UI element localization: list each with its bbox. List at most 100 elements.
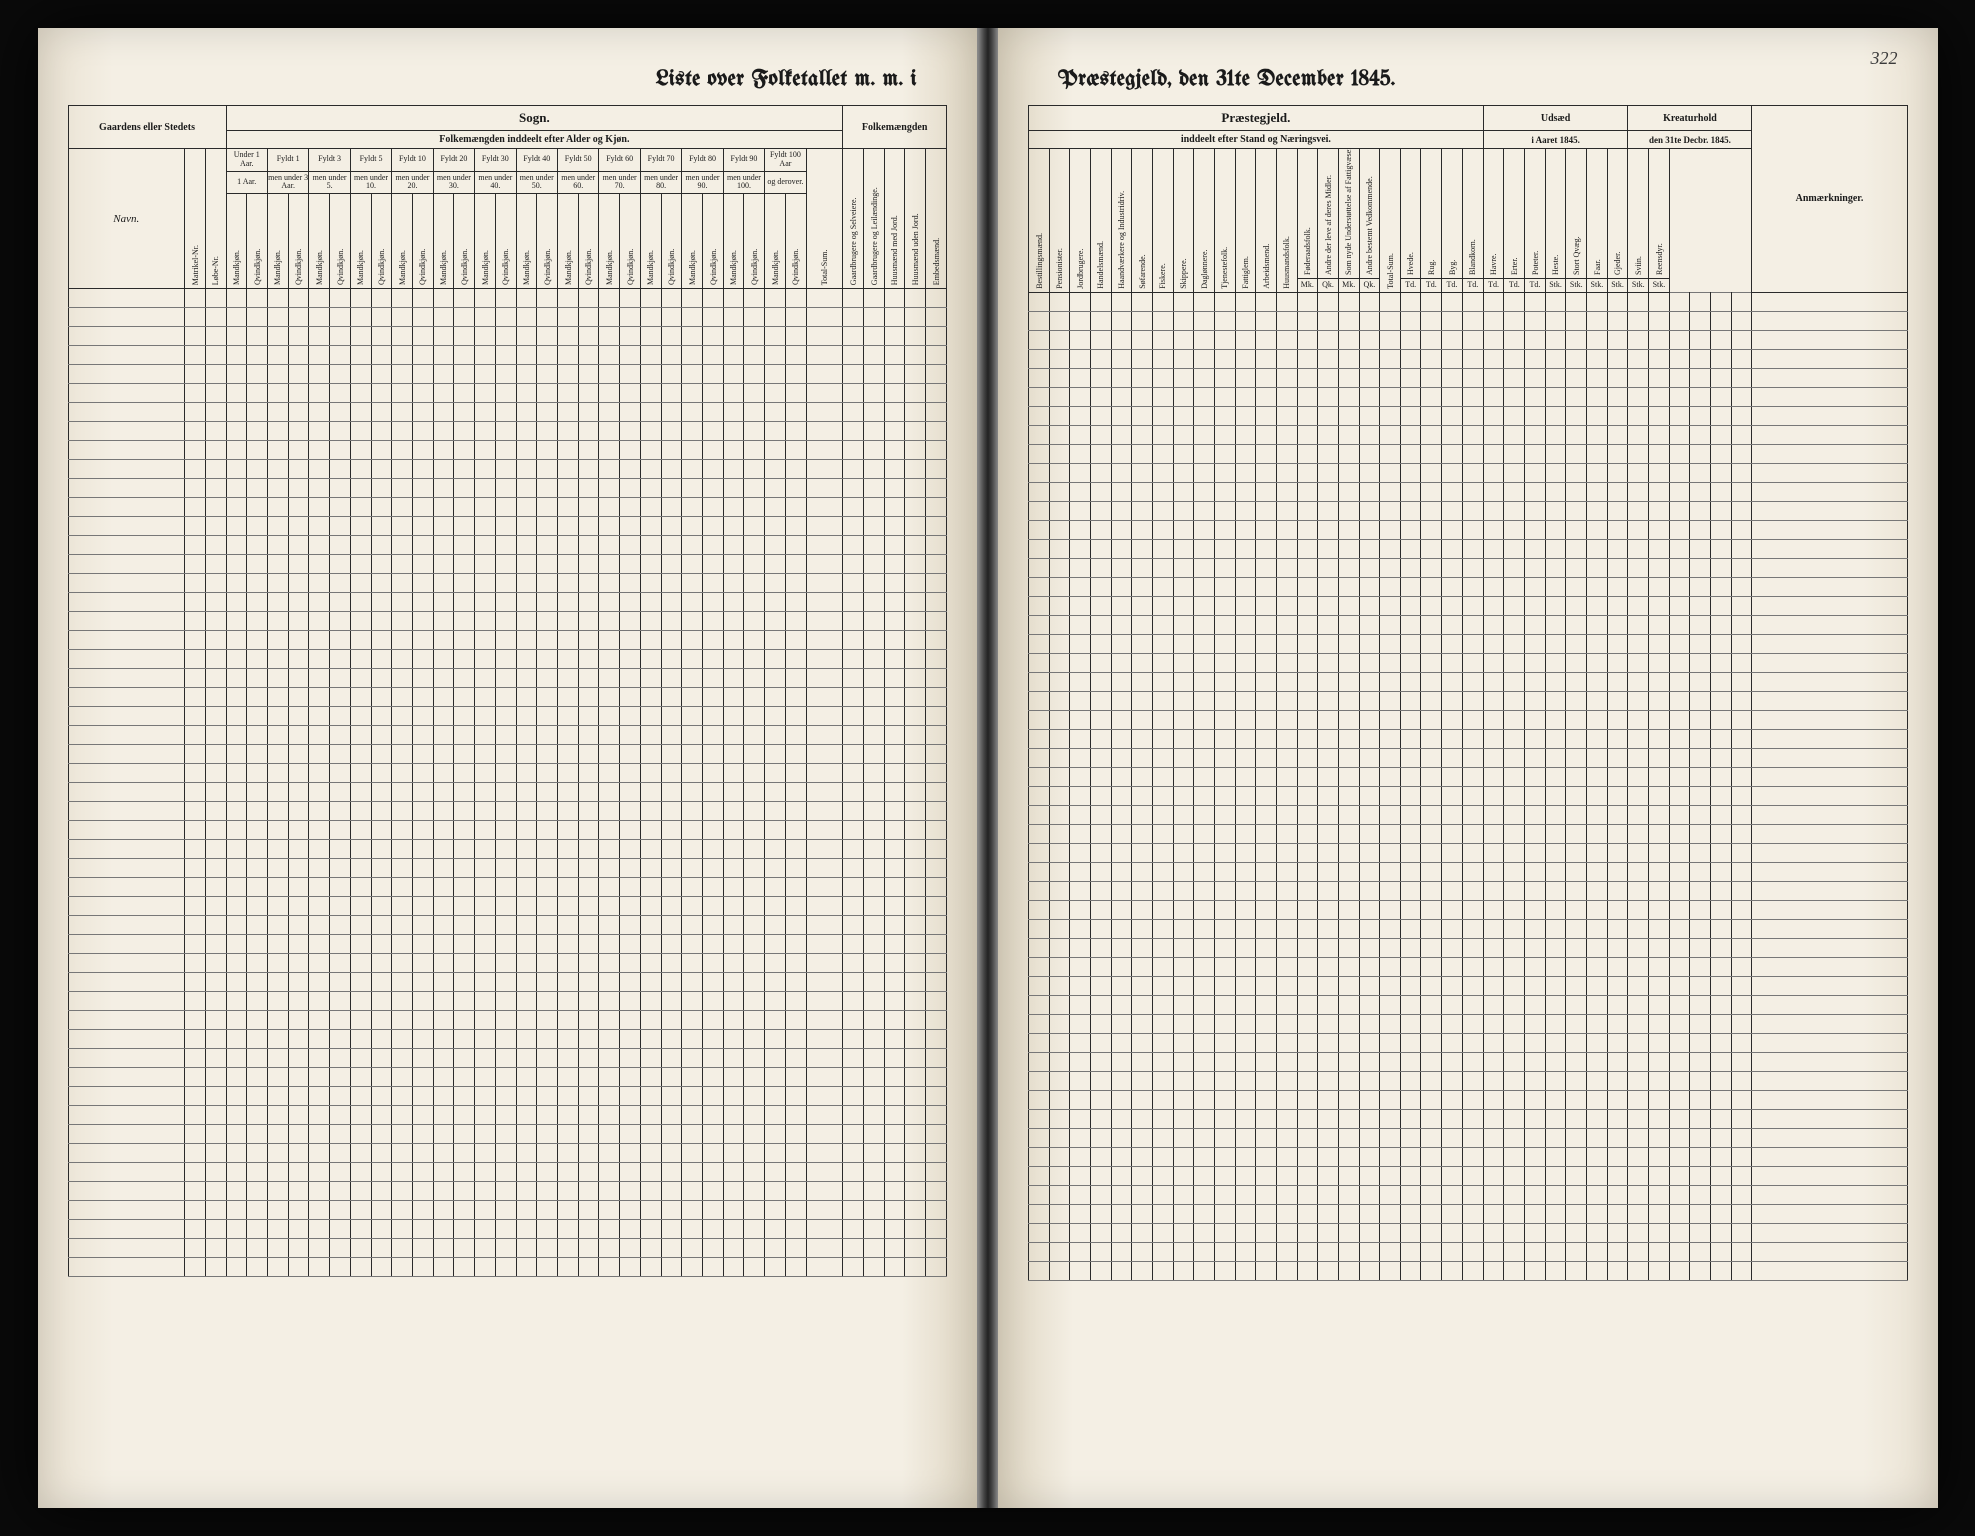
table-row xyxy=(68,593,947,612)
table-row xyxy=(1029,729,1908,748)
page-number: 322 xyxy=(1871,48,1898,69)
sex-m-5: Mandkjøn. xyxy=(433,194,454,289)
table-row xyxy=(68,726,947,745)
table-row xyxy=(68,745,947,764)
table-row xyxy=(1029,1090,1908,1109)
table-row xyxy=(1029,1033,1908,1052)
hdr-lobenr: Løbe-Nr. xyxy=(205,149,226,289)
table-row xyxy=(68,707,947,726)
status-col-3: Huusmænd uden Jord. xyxy=(905,149,926,289)
occ-col-16: Andre bestemt Vedkommende. xyxy=(1359,149,1380,279)
table-row xyxy=(68,612,947,631)
kreatur-col-0: Heste. xyxy=(1545,149,1566,279)
title-left: Liste over Folketallet m. m. i xyxy=(68,68,948,91)
status-col-1: Gaardbrugere og Leilændinge. xyxy=(864,149,885,289)
table-row xyxy=(1029,1223,1908,1242)
table-row xyxy=(68,973,947,992)
table-row xyxy=(68,1220,947,1239)
table-row xyxy=(68,308,947,327)
occ-col-8: Daglønnere. xyxy=(1194,149,1215,293)
sex-k-7: Qvindkjøn. xyxy=(537,194,558,289)
age-group-10: Fyldt 70 xyxy=(640,149,681,172)
sex-m-11: Mandkjøn. xyxy=(682,194,703,289)
hdr-totalsum: Total-Sum. xyxy=(806,149,843,289)
table-row xyxy=(68,517,947,536)
table-row xyxy=(68,1049,947,1068)
age-group-12: Fyldt 90 xyxy=(723,149,764,172)
udsaed-col-2: Byg. xyxy=(1442,149,1463,279)
table-row xyxy=(68,1144,947,1163)
table-row xyxy=(1029,292,1908,311)
occ-col-15: Som nyde Understøttelse af Fattigvæsenet… xyxy=(1338,149,1359,279)
sex-k-4: Qvindkjøn. xyxy=(412,194,433,289)
sex-k-0: Qvindkjøn. xyxy=(247,194,268,289)
occ-col-2: Jordbrugere. xyxy=(1070,149,1091,293)
table-row xyxy=(68,1258,947,1277)
table-row xyxy=(68,916,947,935)
table-row xyxy=(1029,919,1908,938)
table-row xyxy=(68,289,947,308)
sex-m-10: Mandkjøn. xyxy=(640,194,661,289)
status-col-0: Gaardbrugere og Selveiere. xyxy=(843,149,864,289)
table-row xyxy=(68,365,947,384)
sex-k-1: Qvindkjøn. xyxy=(288,194,309,289)
table-row xyxy=(1029,1052,1908,1071)
right-thead: Præstegjeld. Udsæd Kreaturhold Anmærknin… xyxy=(1029,106,1908,293)
age-group-9: Fyldt 60 xyxy=(599,149,640,172)
hdr-udsaed-sub: i Aaret 1845. xyxy=(1483,131,1628,149)
age-group-8: Fyldt 50 xyxy=(558,149,599,172)
table-row xyxy=(68,422,947,441)
table-row xyxy=(1029,1242,1908,1261)
table-row xyxy=(1029,501,1908,520)
hdr-gaardens: Gaardens eller Stedets xyxy=(68,106,226,149)
table-row xyxy=(68,346,947,365)
table-row xyxy=(1029,672,1908,691)
age-range-6: men under 40. xyxy=(475,171,516,194)
sex-m-12: Mandkjøn. xyxy=(723,194,744,289)
table-row xyxy=(1029,406,1908,425)
sex-k-2: Qvindkjøn. xyxy=(330,194,351,289)
table-row xyxy=(68,403,947,422)
table-row xyxy=(68,327,947,346)
table-row xyxy=(1029,368,1908,387)
table-row xyxy=(1029,1014,1908,1033)
hdr-matr: Matrikel-Nr. xyxy=(185,149,206,289)
table-row xyxy=(1029,349,1908,368)
table-row xyxy=(1029,634,1908,653)
left-page: Liste over Folketallet m. m. i Gaardens … xyxy=(38,28,979,1508)
hdr-sogn: Sogn. xyxy=(226,106,843,131)
occ-col-17: Total-Sum. xyxy=(1380,149,1401,293)
table-row xyxy=(68,802,947,821)
udsaed-col-6: Poteter. xyxy=(1525,149,1546,279)
table-row xyxy=(68,1182,947,1201)
table-row xyxy=(68,441,947,460)
table-row xyxy=(68,878,947,897)
left-table: Gaardens eller Stedets Sogn. Folkemængde… xyxy=(68,105,948,1277)
table-row xyxy=(1029,786,1908,805)
kreatur-col-4: Sviin. xyxy=(1628,149,1649,279)
hdr-folkem: Folkemængden xyxy=(843,106,947,149)
sex-m-1: Mandkjøn. xyxy=(267,194,288,289)
table-row xyxy=(68,460,947,479)
status-col-2: Huusmænd med Jord. xyxy=(884,149,905,289)
kreatur-col-1: Stort Qvæg. xyxy=(1566,149,1587,279)
hdr-praeste: Præstegjeld. xyxy=(1029,106,1484,131)
sex-k-6: Qvindkjøn. xyxy=(495,194,516,289)
table-row xyxy=(1029,615,1908,634)
sex-k-3: Qvindkjøn. xyxy=(371,194,392,289)
age-group-11: Fyldt 80 xyxy=(682,149,723,172)
table-row xyxy=(1029,520,1908,539)
table-row xyxy=(1029,995,1908,1014)
ledger-book: Liste over Folketallet m. m. i Gaardens … xyxy=(38,28,1938,1508)
table-row xyxy=(1029,824,1908,843)
left-tbody xyxy=(68,289,947,1277)
hdr-navn: Navn. xyxy=(68,149,185,289)
udsaed-col-0: Hvede. xyxy=(1400,149,1421,279)
table-row xyxy=(68,1030,947,1049)
table-row xyxy=(68,954,947,973)
sex-sub-right-3: Qk. xyxy=(1359,279,1380,293)
table-row xyxy=(1029,710,1908,729)
age-group-6: Fyldt 30 xyxy=(475,149,516,172)
table-row xyxy=(68,688,947,707)
table-row xyxy=(68,498,947,517)
